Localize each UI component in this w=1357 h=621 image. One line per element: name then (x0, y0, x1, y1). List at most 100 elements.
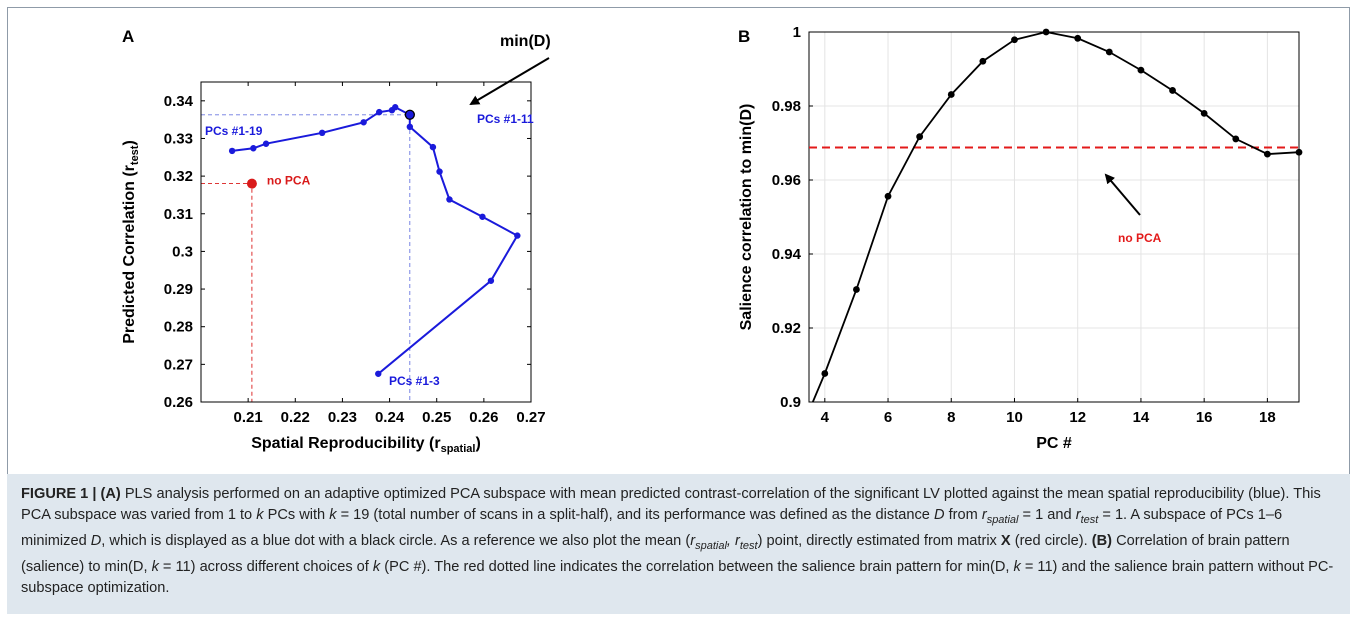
data-point (1296, 149, 1303, 156)
x-tick-label: 4 (821, 409, 830, 426)
data-point (1232, 136, 1239, 143)
x-tick-label: 18 (1259, 409, 1276, 426)
x-axis-label: PC # (1036, 435, 1072, 452)
data-point (885, 193, 892, 200)
figure-caption: FIGURE 1 | (A) PLS analysis performed on… (21, 484, 1336, 599)
caption-part: = 11) across different choices of (159, 559, 373, 575)
no-pca-label: no PCA (267, 174, 311, 188)
min-d-guide-line (201, 115, 410, 402)
y-tick-label: 0.3 (172, 243, 193, 260)
panel-a-chart: 0.21 0.22 0.23 0.24 0.25 0.26 0.27 0.26 0.27 0.28… (121, 27, 551, 455)
x-tick-label: 0.21 (234, 409, 263, 426)
caption-part: (red circle). (1011, 533, 1092, 549)
caption-part: spatial (695, 540, 727, 552)
caption-part: = 19 (total number of scans in a split-h… (337, 507, 934, 523)
data-point (319, 130, 325, 136)
data-point (1169, 87, 1176, 94)
y-tick-label: 1 (793, 24, 801, 41)
x-axis-label-close: ) (475, 435, 480, 452)
data-point (1106, 49, 1113, 56)
data-point (263, 141, 269, 147)
y-tick-label: 0.29 (164, 281, 193, 298)
caption-part: k (256, 507, 263, 523)
y-axis-label-subscript: test (129, 145, 141, 165)
figure-svg: 0.21 0.22 0.23 0.24 0.25 0.26 0.27 0.26 0.27 0.28… (0, 0, 1357, 474)
panel-label-a: A (122, 27, 134, 46)
x-tick-label: 0.25 (422, 409, 451, 426)
y-axis-label-main: Predicted Correlation (r (121, 165, 138, 344)
caption-part: (A) (101, 486, 121, 502)
data-point (479, 214, 485, 220)
y-tick-label: 0.96 (772, 172, 801, 189)
x-axis-label-main: Spatial Reproducibility (r (251, 435, 440, 452)
data-point (1011, 36, 1018, 43)
caption-part: D (91, 533, 102, 549)
data-point (1201, 110, 1208, 117)
data-point (1074, 35, 1081, 42)
figure-caption-box: FIGURE 1 | (A) PLS analysis performed on… (7, 474, 1350, 614)
y-tick-label: 0.92 (772, 320, 801, 337)
data-point (229, 148, 235, 154)
y-tick-label: 0.26 (164, 394, 193, 411)
x-tick-label: 10 (1006, 409, 1023, 426)
caption-part: D (934, 507, 945, 523)
data-point (436, 168, 442, 174)
data-point (488, 278, 494, 284)
caption-part: from (945, 507, 982, 523)
data-point (446, 196, 452, 202)
x-tick-label: 6 (884, 409, 892, 426)
caption-part: k (152, 559, 159, 575)
y-tick-label: 0.98 (772, 98, 801, 115)
x-tick-label: 0.26 (469, 409, 498, 426)
annotation-pcs-1-19: PCs #1-19 (205, 124, 263, 138)
no-pca-guide-line (201, 184, 252, 402)
data-point (514, 232, 520, 238)
annotation-pcs-1-3: PCs #1-3 (389, 374, 440, 388)
data-point (389, 107, 395, 113)
data-point (376, 109, 382, 115)
y-tick-label: 0.31 (164, 206, 193, 223)
y-tick-label: 0.9 (780, 394, 801, 411)
panel-b-chart: 4 6 8 10 12 14 16 180.90.920.940.960.981no PCAB… (738, 24, 1302, 452)
caption-part: ) point, directly estimated from matrix (758, 533, 1001, 549)
data-point (821, 370, 828, 377)
min-d-label: min(D) (500, 33, 551, 50)
caption-part: FIGURE 1 | (21, 486, 101, 502)
x-tick-label: 8 (947, 409, 955, 426)
caption-part: X (1001, 533, 1011, 549)
x-tick-label: 0.23 (328, 409, 357, 426)
caption-part: test (1081, 514, 1099, 526)
no-pca-label: no PCA (1118, 231, 1162, 245)
data-point (853, 286, 860, 293)
y-axis-label: Predicted Correlation (rtest) (121, 140, 141, 344)
min-d-point (405, 110, 414, 119)
x-tick-label: 0.24 (375, 409, 405, 426)
series-line (813, 32, 1299, 402)
y-tick-label: 0.27 (164, 356, 193, 373)
caption-part: (B) (1092, 533, 1112, 549)
no-pca-arrow (1106, 175, 1140, 215)
caption-part: , which is displayed as a blue dot with … (101, 533, 690, 549)
data-point (1264, 151, 1271, 158)
y-axis-label-close: ) (121, 140, 138, 145)
y-tick-label: 0.34 (164, 93, 194, 110)
x-axis-label: Spatial Reproducibility (rspatial) (251, 435, 481, 455)
x-axis-label-subscript: spatial (441, 443, 476, 455)
data-point (375, 371, 381, 377)
data-point (430, 144, 436, 150)
y-tick-label: 0.28 (164, 319, 193, 336)
no-pca-point (247, 179, 257, 189)
x-tick-label: 16 (1196, 409, 1213, 426)
data-point (407, 124, 413, 130)
x-tick-label: 0.27 (516, 409, 545, 426)
x-tick-label: 0.22 (281, 409, 310, 426)
x-tick-label: 14 (1133, 409, 1150, 426)
data-point (360, 119, 366, 125)
data-point (916, 133, 923, 140)
data-point (250, 145, 256, 151)
y-tick-label: 0.32 (164, 168, 193, 185)
axis-box (809, 32, 1299, 402)
caption-part: , (727, 533, 735, 549)
y-tick-label: 0.94 (772, 246, 802, 263)
data-point (1043, 29, 1050, 36)
